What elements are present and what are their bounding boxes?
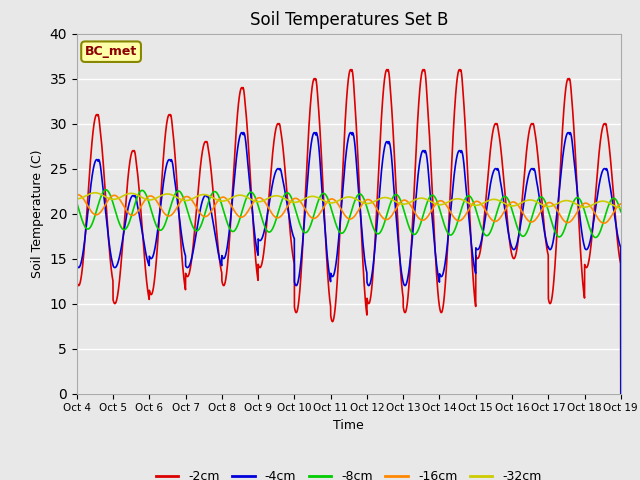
Line: -8cm: -8cm <box>77 190 621 238</box>
-4cm <box>310 130 318 135</box>
-32cm <box>502 201 509 207</box>
-32cm <box>616 205 624 211</box>
-16cm <box>617 201 625 207</box>
-8cm <box>616 207 624 213</box>
-8cm <box>471 203 479 209</box>
-32cm <box>329 200 337 206</box>
-16cm <box>329 196 337 202</box>
-2cm <box>616 258 624 264</box>
Text: BC_met: BC_met <box>85 45 137 58</box>
-2cm <box>347 67 355 72</box>
-16cm <box>73 192 81 198</box>
-4cm <box>329 274 337 279</box>
-4cm <box>617 391 625 396</box>
-2cm <box>73 278 81 284</box>
-2cm <box>617 391 625 396</box>
-16cm <box>441 200 449 206</box>
-8cm <box>441 223 449 228</box>
Line: -2cm: -2cm <box>77 70 621 394</box>
Y-axis label: Soil Temperature (C): Soil Temperature (C) <box>31 149 44 278</box>
-16cm <box>600 220 608 226</box>
-8cm <box>171 192 179 198</box>
Line: -16cm: -16cm <box>77 195 621 223</box>
-4cm <box>616 243 624 249</box>
-8cm <box>592 235 600 240</box>
-32cm <box>471 203 479 208</box>
-2cm <box>502 198 509 204</box>
-8cm <box>73 200 81 205</box>
-16cm <box>616 201 624 207</box>
-4cm <box>171 176 179 181</box>
-8cm <box>329 210 337 216</box>
-2cm <box>328 319 336 324</box>
-32cm <box>171 193 179 199</box>
-2cm <box>441 290 449 296</box>
Line: -4cm: -4cm <box>77 132 621 394</box>
-4cm <box>73 262 81 268</box>
-32cm <box>91 190 99 196</box>
-8cm <box>617 209 625 215</box>
-4cm <box>502 212 509 217</box>
-32cm <box>617 205 625 211</box>
-16cm <box>74 192 82 198</box>
Line: -32cm: -32cm <box>77 193 621 208</box>
-4cm <box>441 264 449 269</box>
-8cm <box>502 193 509 199</box>
-8cm <box>102 187 109 192</box>
-16cm <box>471 199 479 205</box>
Title: Soil Temperatures Set B: Soil Temperatures Set B <box>250 11 448 29</box>
-2cm <box>471 295 479 301</box>
-32cm <box>73 196 81 202</box>
X-axis label: Time: Time <box>333 419 364 432</box>
-16cm <box>502 206 509 212</box>
-32cm <box>441 201 449 206</box>
-2cm <box>171 146 179 152</box>
Legend: -2cm, -4cm, -8cm, -16cm, -32cm: -2cm, -4cm, -8cm, -16cm, -32cm <box>151 465 547 480</box>
-16cm <box>171 208 179 214</box>
-4cm <box>471 266 479 272</box>
